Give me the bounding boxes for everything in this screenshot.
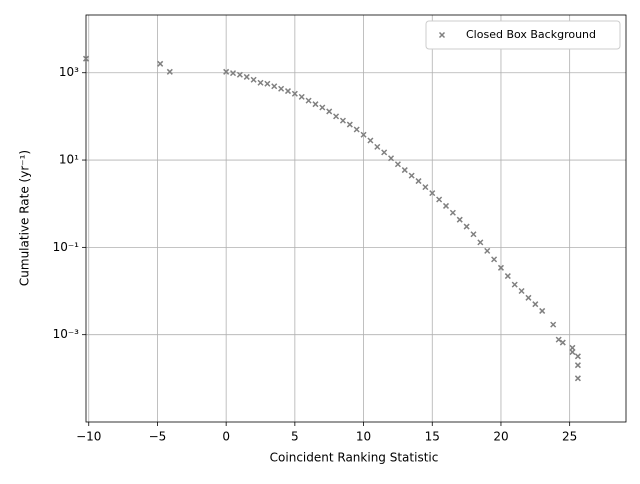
point (442, 202, 450, 209)
point (157, 60, 164, 67)
point (518, 287, 525, 295)
y-tick-label: 10⁻¹ (53, 240, 80, 254)
x-tick-label: −5 (149, 430, 167, 444)
legend-marker (438, 31, 446, 39)
point (491, 256, 498, 263)
x-tick-label: −10 (76, 430, 101, 444)
plot-frame (85, 14, 627, 423)
x-tick-label: 20 (493, 430, 508, 444)
x-axis-label: Coincident Ranking Statistic (270, 451, 439, 465)
point (236, 71, 243, 78)
point (166, 68, 173, 75)
y-axis-label: Cumulative Rate (yr⁻¹) (18, 150, 32, 286)
point (477, 239, 484, 246)
point (319, 104, 326, 111)
point (470, 231, 477, 238)
x-tick-label: 0 (222, 430, 230, 444)
point (532, 301, 539, 308)
point (415, 178, 422, 185)
point (504, 273, 511, 280)
legend-box (425, 20, 621, 50)
point (353, 126, 360, 133)
point (394, 161, 401, 168)
point (305, 97, 312, 104)
point (550, 321, 557, 328)
point (401, 167, 408, 174)
point (264, 80, 271, 87)
point (559, 339, 566, 346)
point (539, 307, 546, 314)
x-tick-label: 10 (356, 430, 371, 444)
point (569, 349, 576, 356)
point (271, 83, 278, 90)
point (250, 76, 257, 83)
point (456, 216, 463, 223)
point (339, 117, 346, 124)
point (525, 294, 532, 301)
point (284, 88, 292, 95)
point (381, 149, 388, 156)
point (229, 70, 237, 77)
point (422, 184, 429, 191)
point (257, 79, 264, 86)
point (497, 264, 504, 271)
point (555, 336, 562, 343)
point (463, 223, 470, 230)
point (312, 101, 319, 108)
point (436, 196, 443, 203)
y-tick-label: 10¹ (59, 153, 79, 167)
point (298, 93, 305, 100)
point (278, 85, 285, 92)
point (484, 247, 491, 254)
point (333, 113, 340, 120)
y-tick-label: 10³ (59, 65, 79, 79)
point (574, 362, 581, 369)
point (574, 353, 581, 360)
point (367, 137, 374, 144)
point (243, 73, 250, 80)
point (360, 131, 367, 138)
y-tick-label: 10⁻³ (53, 327, 80, 341)
point (223, 68, 230, 75)
point (346, 121, 353, 128)
x-tick-label: 25 (562, 430, 577, 444)
point (326, 108, 333, 115)
point (388, 155, 395, 162)
legend-label: Closed Box Background (466, 28, 596, 41)
x-tick-label: 15 (425, 430, 440, 444)
point (449, 209, 456, 216)
point (511, 281, 518, 288)
x-tick-label: 5 (291, 430, 299, 444)
point (291, 90, 298, 97)
point (574, 375, 581, 382)
point (408, 172, 415, 179)
point (374, 143, 381, 150)
point (82, 55, 90, 62)
point (429, 190, 436, 197)
